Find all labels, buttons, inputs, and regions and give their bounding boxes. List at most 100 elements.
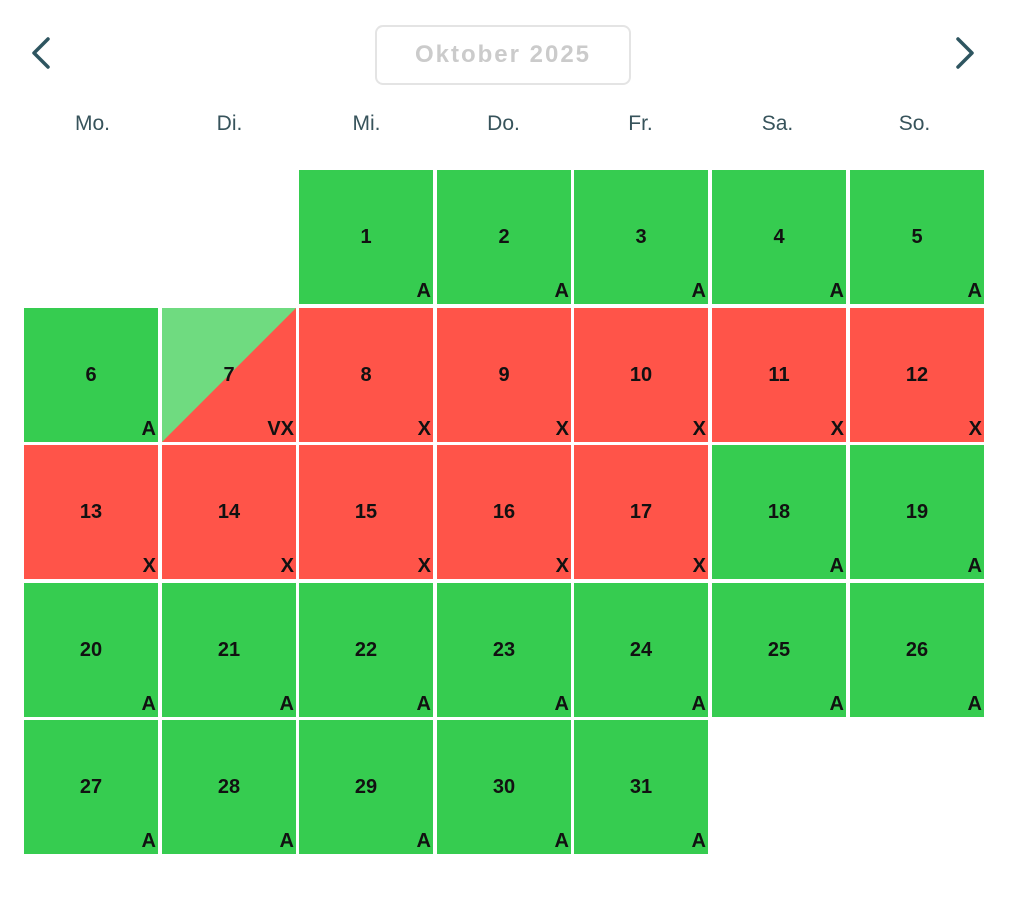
weekday-thu: Do.	[487, 112, 520, 135]
day-status-label: VX	[267, 418, 294, 440]
day-number: 28	[217, 776, 241, 798]
day-number: 6	[85, 364, 97, 386]
calendar-day-cell[interactable]: 17 X	[574, 445, 708, 579]
day-status-label: A	[967, 693, 982, 715]
day-status-label: A	[691, 693, 706, 715]
calendar-day-cell[interactable]: 22 A	[299, 583, 433, 717]
calendar-day-cell[interactable]: 24 A	[574, 583, 708, 717]
calendar-day-cell[interactable]: 13 X	[24, 445, 158, 579]
day-number: 25	[767, 639, 791, 661]
calendar-day-cell[interactable]: 16 X	[437, 445, 571, 579]
weekday-wed: Mi.	[352, 112, 381, 135]
day-number: 19	[905, 501, 929, 523]
calendar-day-cell[interactable]: 10 X	[574, 308, 708, 442]
day-number: 30	[492, 776, 516, 798]
day-number: 29	[354, 776, 378, 798]
day-status-label: A	[967, 555, 982, 577]
day-number: 14	[217, 501, 241, 523]
day-number: 11	[768, 364, 790, 386]
weekday-tue: Di.	[216, 112, 243, 135]
day-number: 20	[79, 639, 103, 661]
day-number: 16	[492, 501, 516, 523]
prev-month-button[interactable]	[22, 30, 62, 76]
calendar-day-cell[interactable]: 27 A	[24, 720, 158, 854]
weekday-sat: Sa.	[761, 112, 794, 135]
day-status-label: A	[416, 693, 431, 715]
day-number: 15	[354, 501, 378, 523]
chevron-right-icon	[956, 37, 974, 69]
day-number: 12	[905, 364, 929, 386]
day-status-label: A	[554, 280, 569, 302]
day-number: 26	[905, 639, 929, 661]
day-number: 7	[223, 364, 235, 386]
calendar-day-cell[interactable]: 12 X	[850, 308, 984, 442]
day-number: 8	[360, 364, 372, 386]
weekday-sun: So.	[898, 112, 931, 135]
day-number: 5	[911, 226, 923, 248]
calendar-day-cell[interactable]: 23 A	[437, 583, 571, 717]
day-status-label: X	[692, 555, 706, 577]
calendar-day-cell[interactable]: 20 A	[24, 583, 158, 717]
day-number: 18	[767, 501, 791, 523]
day-number: 21	[217, 639, 241, 661]
calendar-day-cell[interactable]: 31 A	[574, 720, 708, 854]
day-number: 2	[498, 226, 510, 248]
day-number: 4	[773, 226, 785, 248]
day-status-label: X	[555, 418, 569, 440]
weekday-fri: Fr.	[628, 112, 653, 135]
day-status-label: A	[141, 830, 156, 852]
day-status-label: X	[280, 555, 294, 577]
month-title[interactable]: Oktober 2025	[375, 25, 631, 85]
day-number: 17	[629, 501, 653, 523]
partial-availability-triangle	[162, 308, 296, 442]
day-status-label: A	[416, 280, 431, 302]
day-status-label: A	[691, 280, 706, 302]
day-status-label: A	[141, 693, 156, 715]
calendar-day-cell[interactable]: 21 A	[162, 583, 296, 717]
day-status-label: X	[692, 418, 706, 440]
day-status-label: A	[554, 693, 569, 715]
day-status-label: A	[829, 280, 844, 302]
chevron-left-icon	[32, 37, 50, 69]
calendar-day-cell[interactable]: 25 A	[712, 583, 846, 717]
day-status-label: A	[416, 830, 431, 852]
calendar-grid: 1 A 2 A 3 A 4 A 5 A 6 A 7 VX 8 X 9 X 10 X 11 X 12 X 13 X 14 X 15 X 16 X…	[24, 170, 986, 856]
day-number: 24	[629, 639, 653, 661]
next-month-button[interactable]	[944, 30, 984, 76]
calendar-day-cell[interactable]: 14 X	[162, 445, 296, 579]
calendar-day-cell[interactable]: 26 A	[850, 583, 984, 717]
day-number: 10	[629, 364, 653, 386]
weekday-header: Mo. Di. Mi. Do. Fr. Sa. So.	[24, 112, 986, 142]
calendar-day-cell[interactable]: 11 X	[712, 308, 846, 442]
calendar-day-cell[interactable]: 19 A	[850, 445, 984, 579]
calendar-day-cell[interactable]: 28 A	[162, 720, 296, 854]
day-number: 31	[629, 776, 653, 798]
day-status-label: A	[829, 555, 844, 577]
day-status-label: A	[829, 693, 844, 715]
calendar-day-cell[interactable]: 7 VX	[162, 308, 296, 442]
day-status-label: A	[554, 830, 569, 852]
day-status-label: X	[142, 555, 156, 577]
day-number: 27	[79, 776, 103, 798]
day-status-label: X	[417, 555, 431, 577]
day-status-label: A	[691, 830, 706, 852]
calendar-day-cell[interactable]: 30 A	[437, 720, 571, 854]
calendar-day-cell[interactable]: 15 X	[299, 445, 433, 579]
day-number: 9	[498, 364, 510, 386]
day-status-label: X	[830, 418, 844, 440]
day-number: 1	[360, 226, 372, 248]
day-status-label: A	[141, 418, 156, 440]
day-status-label: A	[279, 693, 294, 715]
day-number: 23	[492, 639, 516, 661]
calendar-day-cell[interactable]: 29 A	[299, 720, 433, 854]
calendar-day-cell[interactable]: 18 A	[712, 445, 846, 579]
day-number: 13	[79, 501, 103, 523]
